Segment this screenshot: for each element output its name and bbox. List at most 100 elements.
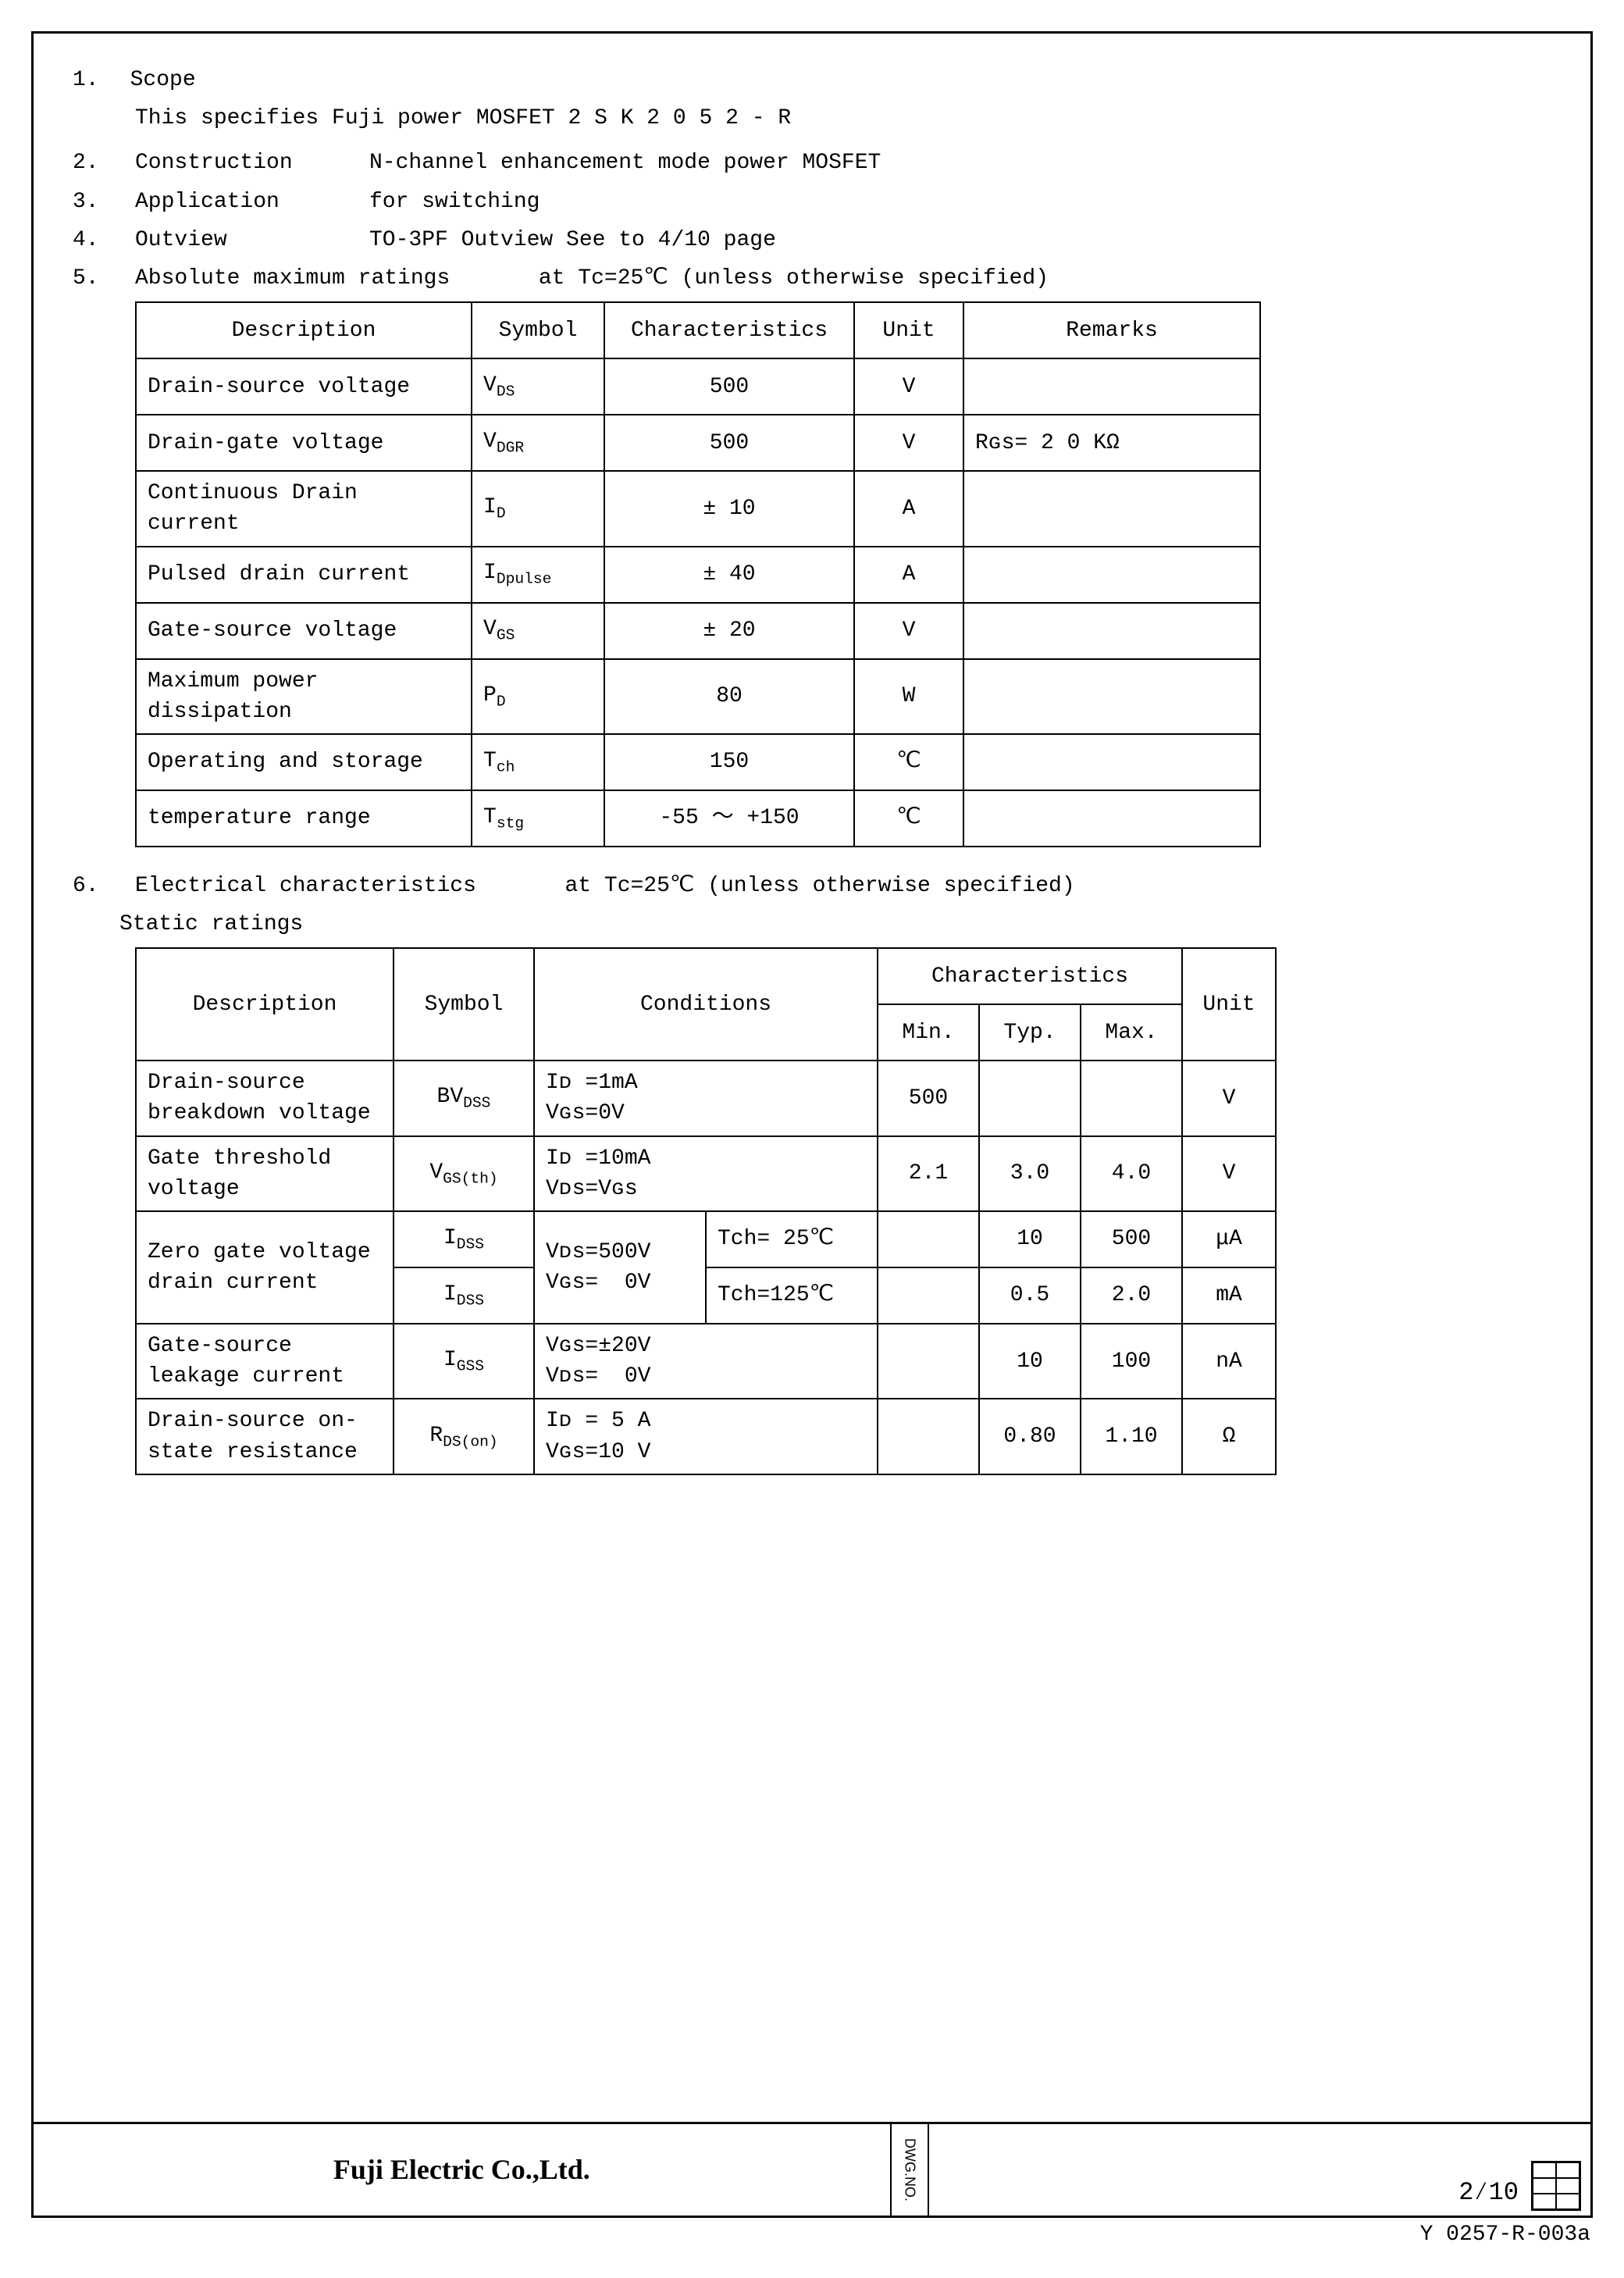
- cell-remarks: [963, 734, 1260, 790]
- cell-desc: temperature range: [136, 790, 472, 847]
- section-absmax-heading: 5. Absolute maximum ratings at Tc=25℃ (u…: [73, 263, 1551, 294]
- table-row: Drain-gate voltageVDGR500VRɢs= 2 0 KΩ: [136, 415, 1260, 471]
- cell-remarks: [963, 471, 1260, 546]
- cell-symbol: IGSS: [394, 1324, 534, 1399]
- s1-num: 1.: [73, 65, 99, 95]
- cell-unit: A: [854, 547, 963, 603]
- th-description: Description: [136, 302, 472, 358]
- footer-company: Fuji Electric Co.,Ltd.: [34, 2124, 890, 2216]
- th-conditions: Conditions: [534, 948, 878, 1061]
- th-symbol: Symbol: [472, 302, 604, 358]
- cell-symbol: ID: [472, 471, 604, 546]
- cell-unit: ℃: [854, 734, 963, 790]
- cell-max: 4.0: [1081, 1136, 1182, 1211]
- cell-cond2: Tch=125℃: [706, 1267, 878, 1324]
- cell-desc: Gate-source leakage current: [136, 1324, 394, 1399]
- cell-symbol: BVDSS: [394, 1061, 534, 1135]
- cell-char: 500: [604, 415, 854, 471]
- th-unit: Unit: [1182, 948, 1276, 1061]
- cell-remarks: [963, 603, 1260, 659]
- cell-typ: 10: [979, 1211, 1081, 1267]
- footer-dwg-label: DWG.NO.: [890, 2124, 929, 2216]
- s6-cond: at Tc=25℃ (unless otherwise specified): [564, 871, 1074, 901]
- section-outview: 4. Outview TO-3PF Outview See to 4/10 pa…: [73, 225, 1551, 255]
- section-construction: 2. Construction N-channel enhancement mo…: [73, 148, 1551, 178]
- cell-cond2: Tch= 25℃: [706, 1211, 878, 1267]
- cell-desc: Zero gate voltage drain current: [136, 1211, 394, 1324]
- th-max: Max.: [1081, 1004, 1182, 1061]
- cell-max: 2.0: [1081, 1267, 1182, 1324]
- th-symbol: Symbol: [394, 948, 534, 1061]
- cell-desc: Gate-source voltage: [136, 603, 472, 659]
- cell-char: ± 10: [604, 471, 854, 546]
- cell-symbol: VGS(th): [394, 1136, 534, 1211]
- cell-symbol: VDGR: [472, 415, 604, 471]
- cell-unit: V: [854, 358, 963, 415]
- cell-cond: Iᴅ =1mA Vɢs=0V: [534, 1061, 878, 1135]
- table-absolute-max: Description Symbol Characteristics Unit …: [135, 301, 1261, 847]
- cell-typ: [979, 1061, 1081, 1135]
- s4-label: Outview: [135, 225, 338, 255]
- s4-text: TO-3PF Outview See to 4/10 page: [369, 225, 776, 255]
- s5-cond: at Tc=25℃ (unless otherwise specified): [539, 263, 1049, 294]
- table-row: Drain-source breakdown voltage BVDSS Iᴅ …: [136, 1061, 1276, 1135]
- cell-cond: Iᴅ =10mA Vᴅs=Vɢs: [534, 1136, 878, 1211]
- th-typ: Typ.: [979, 1004, 1081, 1061]
- cell-desc: Drain-source on-state resistance: [136, 1399, 394, 1474]
- cell-unit: V: [1182, 1061, 1276, 1135]
- footer-grid-icon: [1531, 2161, 1581, 2211]
- cell-remarks: [963, 547, 1260, 603]
- table-row: temperature rangeTstg-55 ～ +150℃: [136, 790, 1260, 847]
- s5-label: Absolute maximum ratings: [135, 263, 450, 294]
- cell-unit: ℃: [854, 790, 963, 847]
- s5-num: 5.: [73, 263, 104, 294]
- cell-symbol: VDS: [472, 358, 604, 415]
- cell-char: 150: [604, 734, 854, 790]
- cell-max: 500: [1081, 1211, 1182, 1267]
- cell-desc: Drain-source voltage: [136, 358, 472, 415]
- page-frame: 1. Scope This specifies Fuji power MOSFE…: [31, 31, 1593, 2218]
- s6-num: 6.: [73, 871, 104, 901]
- cell-max: 1.10: [1081, 1399, 1182, 1474]
- cell-desc: Continuous Drain current: [136, 471, 472, 546]
- document-code: Y 0257-R-003a: [1420, 2219, 1590, 2250]
- cell-desc: Maximum power dissipation: [136, 659, 472, 734]
- cell-unit: μA: [1182, 1211, 1276, 1267]
- cell-desc: Gate threshold voltage: [136, 1136, 394, 1211]
- cell-desc: Drain-gate voltage: [136, 415, 472, 471]
- cell-typ: 0.5: [979, 1267, 1081, 1324]
- cell-symbol: IDSS: [394, 1211, 534, 1267]
- cell-char: 500: [604, 358, 854, 415]
- table-row: Pulsed drain currentIDpulse± 40A: [136, 547, 1260, 603]
- cell-unit: nA: [1182, 1324, 1276, 1399]
- cell-unit: V: [854, 603, 963, 659]
- cell-cond: Iᴅ = 5 A Vɢs=10 V: [534, 1399, 878, 1474]
- cell-remarks: [963, 790, 1260, 847]
- table-row: Continuous Drain currentID± 10A: [136, 471, 1260, 546]
- cell-unit: V: [1182, 1136, 1276, 1211]
- cell-min: [878, 1211, 979, 1267]
- cell-symbol: Tch: [472, 734, 604, 790]
- cell-min: 500: [878, 1061, 979, 1135]
- s1-label: Scope: [130, 65, 196, 95]
- section-scope: 1. Scope This specifies Fuji power MOSFE…: [73, 65, 1551, 134]
- cell-min: 2.1: [878, 1136, 979, 1211]
- cell-cond: Vɢs=±20V Vᴅs= 0V: [534, 1324, 878, 1399]
- table-electrical: Description Symbol Conditions Characteri…: [135, 947, 1277, 1475]
- cell-cond: Vᴅs=500V Vɢs= 0V: [534, 1211, 706, 1324]
- cell-desc: Drain-source breakdown voltage: [136, 1061, 394, 1135]
- cell-char: 80: [604, 659, 854, 734]
- footer: Fuji Electric Co.,Ltd. DWG.NO. 2⁄10: [34, 2122, 1590, 2216]
- s4-num: 4.: [73, 225, 104, 255]
- table-header-row: Description Symbol Conditions Characteri…: [136, 948, 1276, 1004]
- footer-right: 2⁄10: [929, 2124, 1590, 2216]
- th-description: Description: [136, 948, 394, 1061]
- s3-num: 3.: [73, 187, 104, 217]
- cell-min: [878, 1324, 979, 1399]
- cell-unit: A: [854, 471, 963, 546]
- cell-symbol: IDpulse: [472, 547, 604, 603]
- cell-symbol: VGS: [472, 603, 604, 659]
- cell-typ: 0.80: [979, 1399, 1081, 1474]
- table-header-row: Description Symbol Characteristics Unit …: [136, 302, 1260, 358]
- section-electrical-heading: 6. Electrical characteristics at Tc=25℃ …: [73, 871, 1551, 901]
